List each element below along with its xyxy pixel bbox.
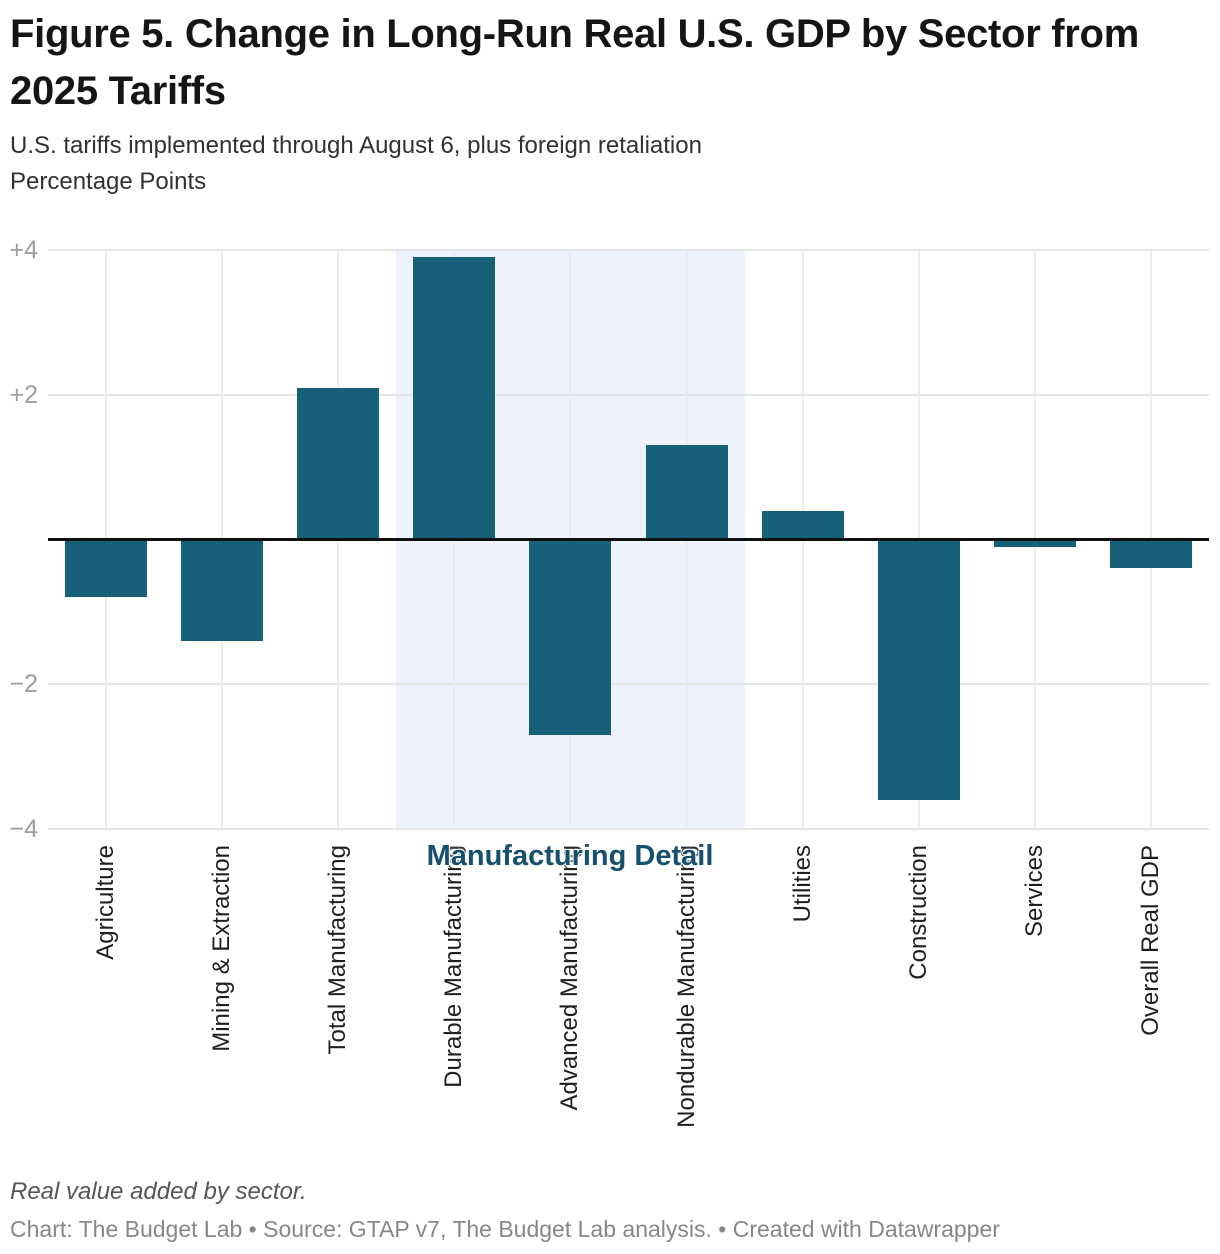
x-label-advanced-manufacturing: Advanced Manufacturing <box>556 845 584 1111</box>
y-tick-label-2: −2 <box>9 670 38 699</box>
bar-overall-real-gdp <box>1109 539 1192 569</box>
x-label-utilities: Utilities <box>788 845 816 923</box>
x-label-construction: Construction <box>904 845 932 980</box>
x-label-overall-real-gdp: Overall Real GDP <box>1136 845 1164 1036</box>
bar-durable-manufacturing <box>413 257 496 540</box>
x-label-services: Services <box>1020 845 1048 938</box>
bar-agriculture <box>65 539 148 598</box>
x-label-agriculture: Agriculture <box>92 845 120 960</box>
bar-construction <box>877 539 960 801</box>
manufacturing-detail-label: Manufacturing Detail <box>426 840 714 872</box>
chart-unit-label: Percentage Points <box>10 168 207 195</box>
y-tick-label-4: −4 <box>9 815 38 843</box>
y-tick-label-4: +4 <box>9 236 38 264</box>
bar-services <box>993 539 1076 547</box>
gridline-y-2 <box>48 393 1209 396</box>
chart-subtitle: U.S. tariffs implemented through August … <box>10 132 702 159</box>
gridline-y-2 <box>48 683 1209 686</box>
y-tick-label-2: +2 <box>9 380 38 409</box>
x-label-total-manufacturing: Total Manufacturing <box>324 845 352 1055</box>
x-label-durable-manufacturing: Durable Manufacturing <box>440 845 468 1088</box>
bar-utilities <box>761 510 844 540</box>
bar-advanced-manufacturing <box>529 539 612 735</box>
gridline-y-4 <box>48 249 1209 251</box>
zero-axis-line <box>48 538 1209 541</box>
credit-line: Chart: The Budget Lab • Source: GTAP v7,… <box>10 1216 1000 1242</box>
gridline-y-4 <box>48 828 1209 830</box>
bar-nondurable-manufacturing <box>645 445 728 540</box>
x-label-nondurable-manufacturing: Nondurable Manufacturing <box>672 845 700 1128</box>
bar-mining-extraction <box>181 539 264 641</box>
x-label-mining-extraction: Mining & Extraction <box>208 845 236 1052</box>
bar-total-manufacturing <box>297 387 380 540</box>
chart-title: Figure 5. Change in Long-Run Real U.S. G… <box>10 12 1139 113</box>
footnote: Real value added by sector. <box>10 1178 307 1205</box>
